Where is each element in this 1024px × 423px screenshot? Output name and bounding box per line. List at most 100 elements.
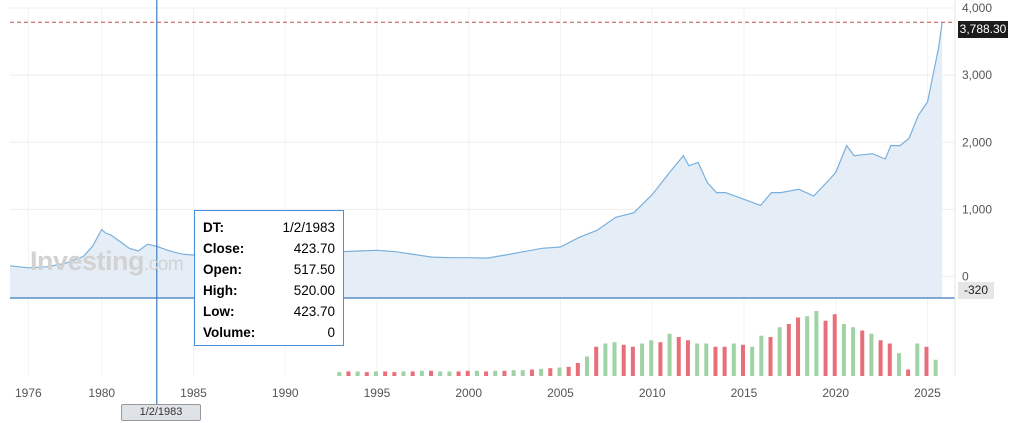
- volume-bar: [713, 346, 718, 376]
- volume-bar: [814, 311, 819, 376]
- volume-bar: [731, 343, 736, 376]
- tooltip-value: 0: [327, 325, 335, 340]
- tooltip-value: 520.00: [293, 283, 335, 298]
- volume-bars: [337, 311, 938, 376]
- tooltip-row-open: Open: 517.50: [203, 259, 335, 280]
- volume-bar: [603, 343, 608, 376]
- volume-bar: [456, 371, 461, 376]
- tooltip-label: DT:: [203, 220, 224, 235]
- volume-bar: [841, 324, 846, 376]
- cursor-date-label: 1/2/1983: [121, 404, 201, 421]
- tooltip-row-volume: Volume: 0: [203, 322, 335, 343]
- volume-bar: [621, 344, 626, 376]
- y-tick-label: 3,000: [962, 68, 992, 82]
- x-tick-label: 2005: [547, 386, 574, 400]
- volume-bar: [869, 333, 874, 376]
- volume-bar: [704, 343, 709, 376]
- volume-bar: [933, 359, 938, 376]
- logo-domain: .com: [144, 254, 184, 275]
- x-tick-label: 2020: [822, 386, 849, 400]
- data-tooltip: DT: 1/2/1983 Close: 423.70 Open: 517.50 Hig…: [194, 210, 344, 346]
- volume-bar: [878, 340, 883, 376]
- watermark-logo: Investing.com: [30, 246, 184, 277]
- volume-bar: [860, 330, 865, 376]
- y-tick-label: 2,000: [962, 135, 992, 149]
- x-tick-label: 2000: [455, 386, 482, 400]
- volume-bar: [924, 346, 929, 376]
- volume-bar: [529, 369, 534, 376]
- x-tick-label: 1980: [88, 386, 115, 400]
- tooltip-row-close: Close: 423.70: [203, 238, 335, 259]
- grid-lines: [10, 7, 955, 376]
- volume-bar: [805, 316, 810, 376]
- volume-bar: [722, 346, 727, 376]
- volume-bar: [896, 353, 901, 376]
- tooltip-label: Open:: [203, 262, 242, 277]
- volume-bar: [346, 371, 351, 376]
- volume-bar: [383, 371, 388, 376]
- volume-bar: [355, 371, 360, 376]
- x-axis: 1976 1980 1985 1990 1995 2000 2005 2010 2015 2020…: [15, 386, 941, 400]
- y-tick-label: 0: [962, 270, 969, 284]
- price-area: [10, 22, 943, 298]
- volume-bar: [364, 372, 369, 376]
- volume-bar: [429, 370, 434, 376]
- tooltip-label: Volume:: [203, 325, 256, 340]
- volume-bar: [740, 344, 745, 376]
- volume-bar: [796, 317, 801, 376]
- volume-bar: [447, 371, 452, 376]
- volume-bar: [695, 343, 700, 376]
- volume-bar: [676, 337, 681, 376]
- tooltip-label: High:: [203, 283, 238, 298]
- volume-bar: [786, 324, 791, 376]
- price-line: [9, 22, 943, 269]
- tooltip-value: 423.70: [293, 304, 335, 319]
- volume-bar: [511, 370, 516, 376]
- tooltip-row-date: DT: 1/2/1983: [203, 217, 335, 238]
- tooltip-row-high: High: 520.00: [203, 280, 335, 301]
- volume-bar: [667, 333, 672, 376]
- volume-bar: [337, 372, 342, 376]
- cursor-value-label: -320: [958, 282, 994, 299]
- y-tick-label: 1,000: [962, 202, 992, 216]
- y-axis: 0 1,000 2,000 3,000 4,000: [962, 1, 992, 284]
- volume-bar: [410, 371, 415, 376]
- volume-bar: [566, 366, 571, 376]
- volume-bar: [585, 356, 590, 376]
- volume-bar: [823, 320, 828, 376]
- tooltip-value: 423.70: [293, 241, 335, 256]
- volume-bar: [401, 371, 406, 376]
- volume-bar: [594, 346, 599, 376]
- volume-bar: [465, 370, 470, 376]
- tooltip-value: 1/2/1983: [282, 220, 335, 235]
- tooltip-label: Low:: [203, 304, 235, 319]
- x-tick-label: 2015: [731, 386, 758, 400]
- tooltip-label: Close:: [203, 241, 245, 256]
- volume-bar: [759, 335, 764, 376]
- x-tick-label: 1990: [272, 386, 299, 400]
- volume-bar: [649, 340, 654, 376]
- volume-bar: [630, 346, 635, 376]
- volume-bar: [474, 370, 479, 376]
- volume-bar: [575, 363, 580, 376]
- volume-bar: [887, 343, 892, 376]
- tooltip-value: 517.50: [293, 262, 335, 277]
- volume-bar: [658, 342, 663, 376]
- volume-bar: [557, 367, 562, 376]
- x-tick-label: 2025: [914, 386, 941, 400]
- volume-bar: [777, 327, 782, 376]
- volume-bar: [419, 370, 424, 376]
- volume-bar: [768, 337, 773, 376]
- y-tick-label: 4,000: [962, 1, 992, 15]
- logo-name: Investing: [30, 246, 145, 276]
- volume-bar: [915, 343, 920, 376]
- volume-bar: [851, 327, 856, 376]
- x-tick-label: 1976: [15, 386, 42, 400]
- volume-bar: [493, 370, 498, 376]
- volume-bar: [832, 314, 837, 376]
- tooltip-row-low: Low: 423.70: [203, 301, 335, 322]
- volume-bar: [640, 343, 645, 376]
- volume-bar: [612, 342, 617, 376]
- last-price-label: 3,788.30: [958, 21, 1008, 38]
